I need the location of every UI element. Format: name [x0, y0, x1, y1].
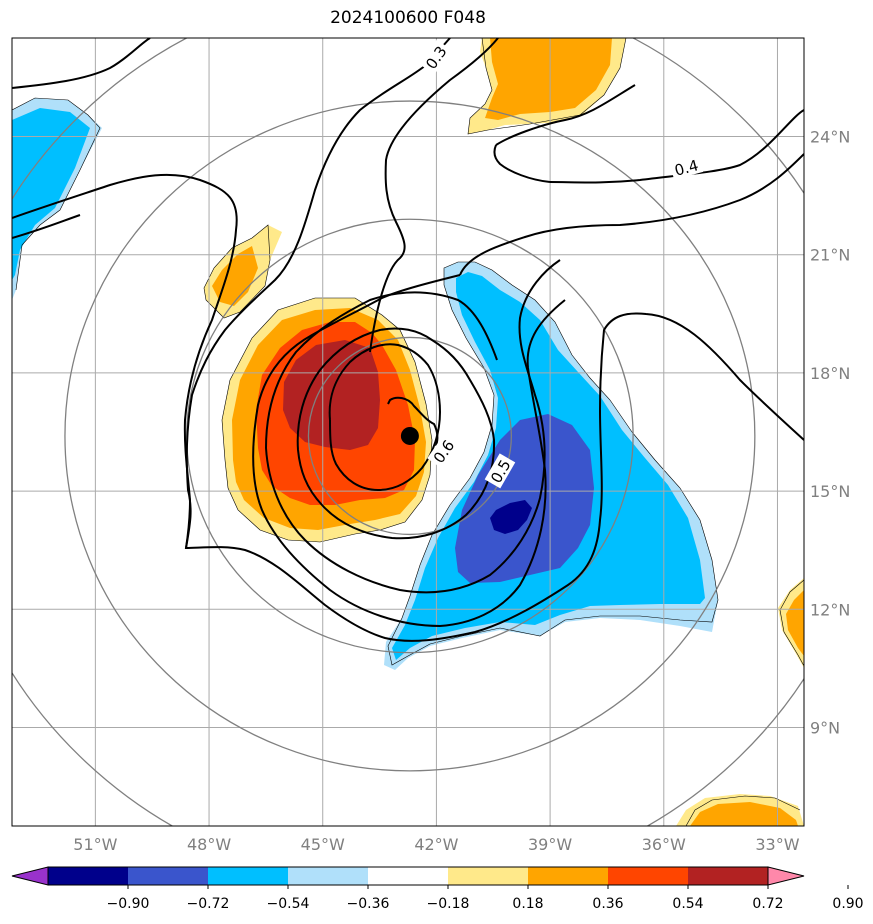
colorbar-box-7: [608, 867, 688, 885]
colorbar-label-4: −0.18: [427, 896, 470, 912]
x-tick-labels: 51°W 48°W 45°W 42°W 39°W 36°W 33°W: [73, 835, 799, 854]
black-contours: [12, 38, 804, 642]
colorbar-box-0: [48, 867, 128, 885]
contour-0.4-inner: [459, 153, 804, 276]
colorbar-label-6: 0.36: [592, 896, 623, 912]
colorbar-box-5: [448, 867, 528, 885]
colorbar-box-6: [528, 867, 608, 885]
colorbar-extend-high: [767, 866, 805, 886]
x-tick-label-3: 42°W: [414, 835, 458, 854]
west-blue: [12, 108, 90, 280]
y-tick-label-4: 21°N: [810, 246, 850, 265]
contour-label-bg-3: [427, 433, 460, 469]
north-warm: [485, 38, 612, 120]
y-tick-label-2: 15°N: [810, 482, 850, 501]
y-tick-label-3: 18°N: [810, 364, 850, 383]
contour-0.6: [328, 343, 442, 492]
range-ring-2: [64, 100, 756, 772]
east-warm: [786, 590, 804, 656]
range-ring-0: [307, 336, 512, 536]
storm-center-marker: [400, 426, 419, 445]
x-tick-label-1: 48°W: [187, 835, 231, 854]
se-warm: [690, 802, 798, 826]
x-tick-label-6: 33°W: [755, 835, 799, 854]
contour-0.5: [264, 259, 561, 594]
colorbar-frame: [47, 866, 769, 886]
y-tick-label-0: 9°N: [810, 719, 840, 738]
y-tick-label-1: 12°N: [810, 600, 850, 619]
small-warm: [212, 246, 258, 306]
chart-title: 2024100600 F048: [330, 8, 486, 28]
x-tick-label-4: 39°W: [528, 835, 572, 854]
contour-0.55: [296, 327, 496, 540]
gridlines: [12, 38, 804, 826]
x-tick-label-5: 36°W: [642, 835, 686, 854]
colorbar-box-4: [368, 867, 448, 885]
colorbar-box-1: [128, 867, 208, 885]
colorbar-label-7: 0.54: [672, 896, 703, 912]
contour-label-1: 0.4: [673, 156, 701, 180]
shade-outlines: [12, 38, 804, 826]
contour-label-bg-1: [669, 154, 704, 180]
contour-0.4-loop: [493, 144, 551, 183]
colorbar-label-1: −0.72: [187, 896, 230, 912]
colorbar-extend-low: [11, 866, 49, 886]
colorbar-label-8: 0.72: [752, 896, 783, 912]
colorbar-label-2: −0.54: [267, 896, 310, 912]
colorbar-box-2: [208, 867, 288, 885]
east-blue-dark: [490, 500, 532, 534]
map-area: 0.30.40.50.6: [12, 38, 804, 826]
contour-0.4: [12, 38, 804, 353]
contour-label-bg-2: [484, 453, 516, 489]
east-blue-mid: [455, 414, 594, 583]
contour-0.3-line: [12, 38, 151, 89]
contour-label-bg-0: [419, 39, 452, 75]
colorbar-label-5: 0.18: [512, 896, 543, 912]
colorbar-label-9: 0.90: [832, 896, 863, 912]
negative-field: [12, 98, 718, 670]
colorbar-box-3: [288, 867, 368, 885]
colorbar-label-3: −0.36: [347, 896, 390, 912]
x-tick-label-0: 51°W: [73, 835, 117, 854]
y-tick-labels: 9°N 12°N 15°N 18°N 21°N 24°N: [810, 128, 850, 738]
contour-0.65: [387, 396, 439, 447]
colorbar-box-8: [688, 867, 768, 885]
colorbar-label-0: −0.90: [107, 896, 150, 912]
map-frame: [11, 37, 805, 827]
x-tick-label-2: 45°W: [301, 835, 345, 854]
contour-labels: 0.30.40.50.6: [419, 39, 704, 489]
y-tick-label-5: 24°N: [810, 128, 850, 147]
positive-field: [204, 38, 804, 826]
contour-0.3-west: [12, 173, 804, 642]
colorbar: −0.90 −0.72 −0.54 −0.36 −0.18 0.18 0.36 0.54 0.7…: [11, 866, 864, 912]
